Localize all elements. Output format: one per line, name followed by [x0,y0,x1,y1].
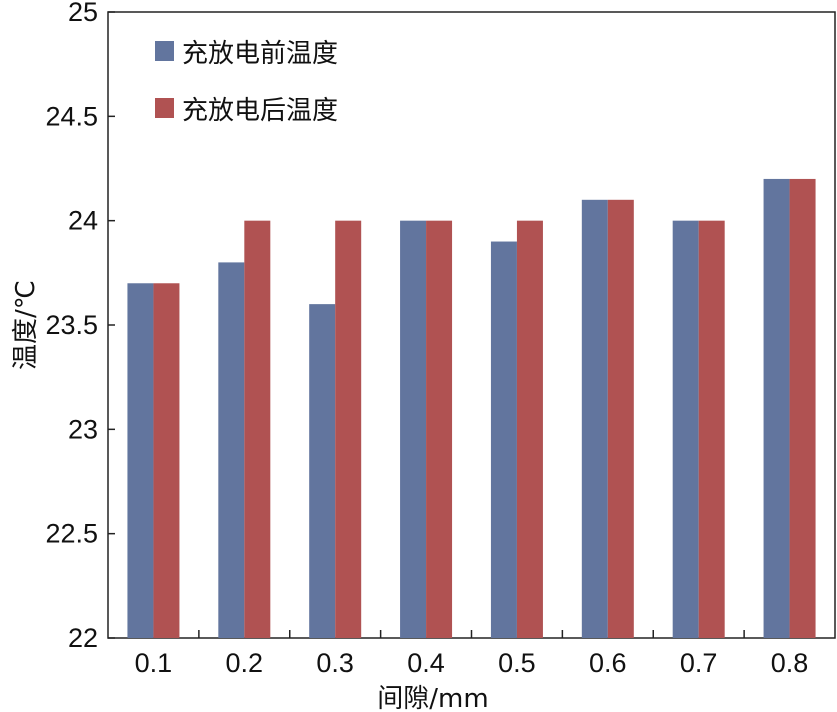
y-axis-title: 温度/℃ [11,280,41,370]
x-tick-label: 0.1 [135,648,173,678]
legend-label-1: 充放电后温度 [182,96,338,126]
y-axis-ticks: 22 22.5 23 23.5 24 24.5 25 [45,0,115,653]
x-axis-title: 间隙/mm [377,684,488,712]
y-tick-label: 24.5 [45,101,98,131]
bar-after-0.6 [607,199,634,639]
x-tick-label: 0.7 [680,648,718,678]
x-tick-label: 0.6 [589,648,627,678]
y-tick-label: 22 [68,623,98,653]
bar-after-0.5 [516,220,543,638]
legend-swatch-1 [155,98,174,118]
bar-before-0.3 [309,304,336,638]
bar-before-0.2 [218,262,245,638]
y-tick-label: 23.5 [45,310,98,340]
bar-before-0.5 [490,241,517,639]
bar-after-0.2 [244,220,271,638]
x-tick-label: 0.3 [316,648,354,678]
bar-before-0.1 [127,283,154,638]
y-tick-label: 23 [68,414,98,444]
y-tick-label: 25 [68,0,98,27]
bar-after-0.3 [335,220,362,638]
bar-after-0.8 [789,178,816,638]
bar-after-0.1 [153,283,180,638]
bar-before-0.8 [763,178,790,638]
x-axis-ticks: 0.1 0.2 0.3 0.4 0.5 0.6 0.7 0.8 [135,630,809,678]
bar-after-0.4 [426,220,453,638]
bar-before-0.7 [672,220,699,638]
bars-group [127,178,816,639]
x-tick-label: 0.2 [226,648,264,678]
legend-label-0: 充放电前温度 [182,39,338,69]
bar-before-0.4 [400,220,427,638]
legend-swatch-0 [155,41,174,61]
y-tick-label: 24 [68,206,98,236]
bar-after-0.7 [698,220,725,638]
bar-before-0.6 [581,199,608,639]
legend: 充放电前温度 充放电后温度 [155,39,338,126]
x-tick-label: 0.4 [407,648,445,678]
x-tick-label: 0.5 [498,648,536,678]
x-tick-label: 0.8 [771,648,809,678]
y-tick-label: 22.5 [45,519,98,549]
